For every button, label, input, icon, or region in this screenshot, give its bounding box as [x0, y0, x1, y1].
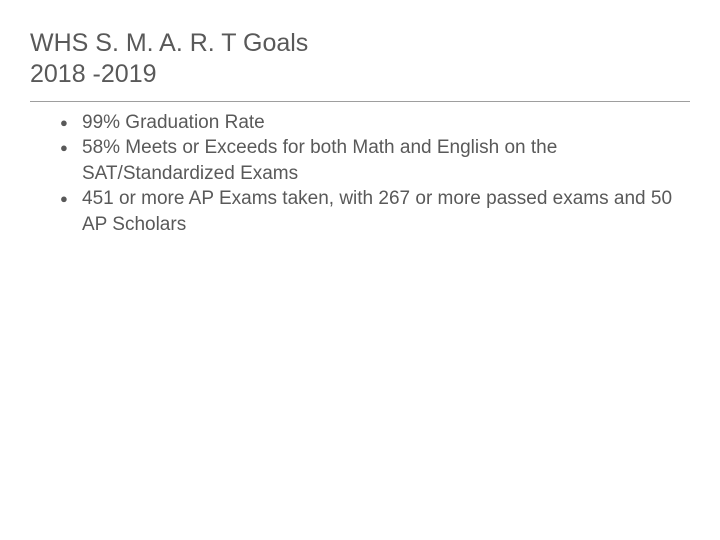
slide-title: WHS S. M. A. R. T Goals 2018 -2019 [30, 28, 690, 102]
goal-text: 451 or more AP Exams taken, with 267 or … [82, 188, 672, 235]
title-line-2: 2018 -2019 [30, 59, 690, 90]
list-item: 451 or more AP Exams taken, with 267 or … [60, 186, 690, 237]
goal-text: 58% Meets or Exceeds for both Math and E… [82, 137, 557, 184]
goals-list: 99% Graduation Rate 58% Meets or Exceeds… [30, 110, 690, 238]
title-line-1: WHS S. M. A. R. T Goals [30, 28, 690, 59]
list-item: 99% Graduation Rate [60, 110, 690, 136]
list-item: 58% Meets or Exceeds for both Math and E… [60, 135, 690, 186]
goal-text: 99% Graduation Rate [82, 112, 265, 133]
